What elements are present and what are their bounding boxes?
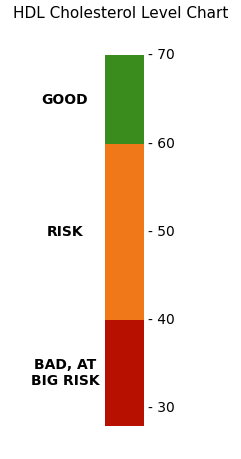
Text: BAD, AT
BIG RISK: BAD, AT BIG RISK [31,358,99,388]
Bar [105,144,144,320]
Text: - 60: - 60 [148,137,175,151]
Bar [105,320,144,425]
Text: GOOD: GOOD [42,93,88,106]
Bar [105,56,144,144]
Text: - 70: - 70 [148,49,175,62]
Text: - 40: - 40 [148,313,175,327]
Text: - 50: - 50 [148,225,175,239]
Text: RISK: RISK [47,225,83,239]
Text: HDL Cholesterol Level Chart: HDL Cholesterol Level Chart [13,6,228,21]
Text: - 30: - 30 [148,401,175,415]
